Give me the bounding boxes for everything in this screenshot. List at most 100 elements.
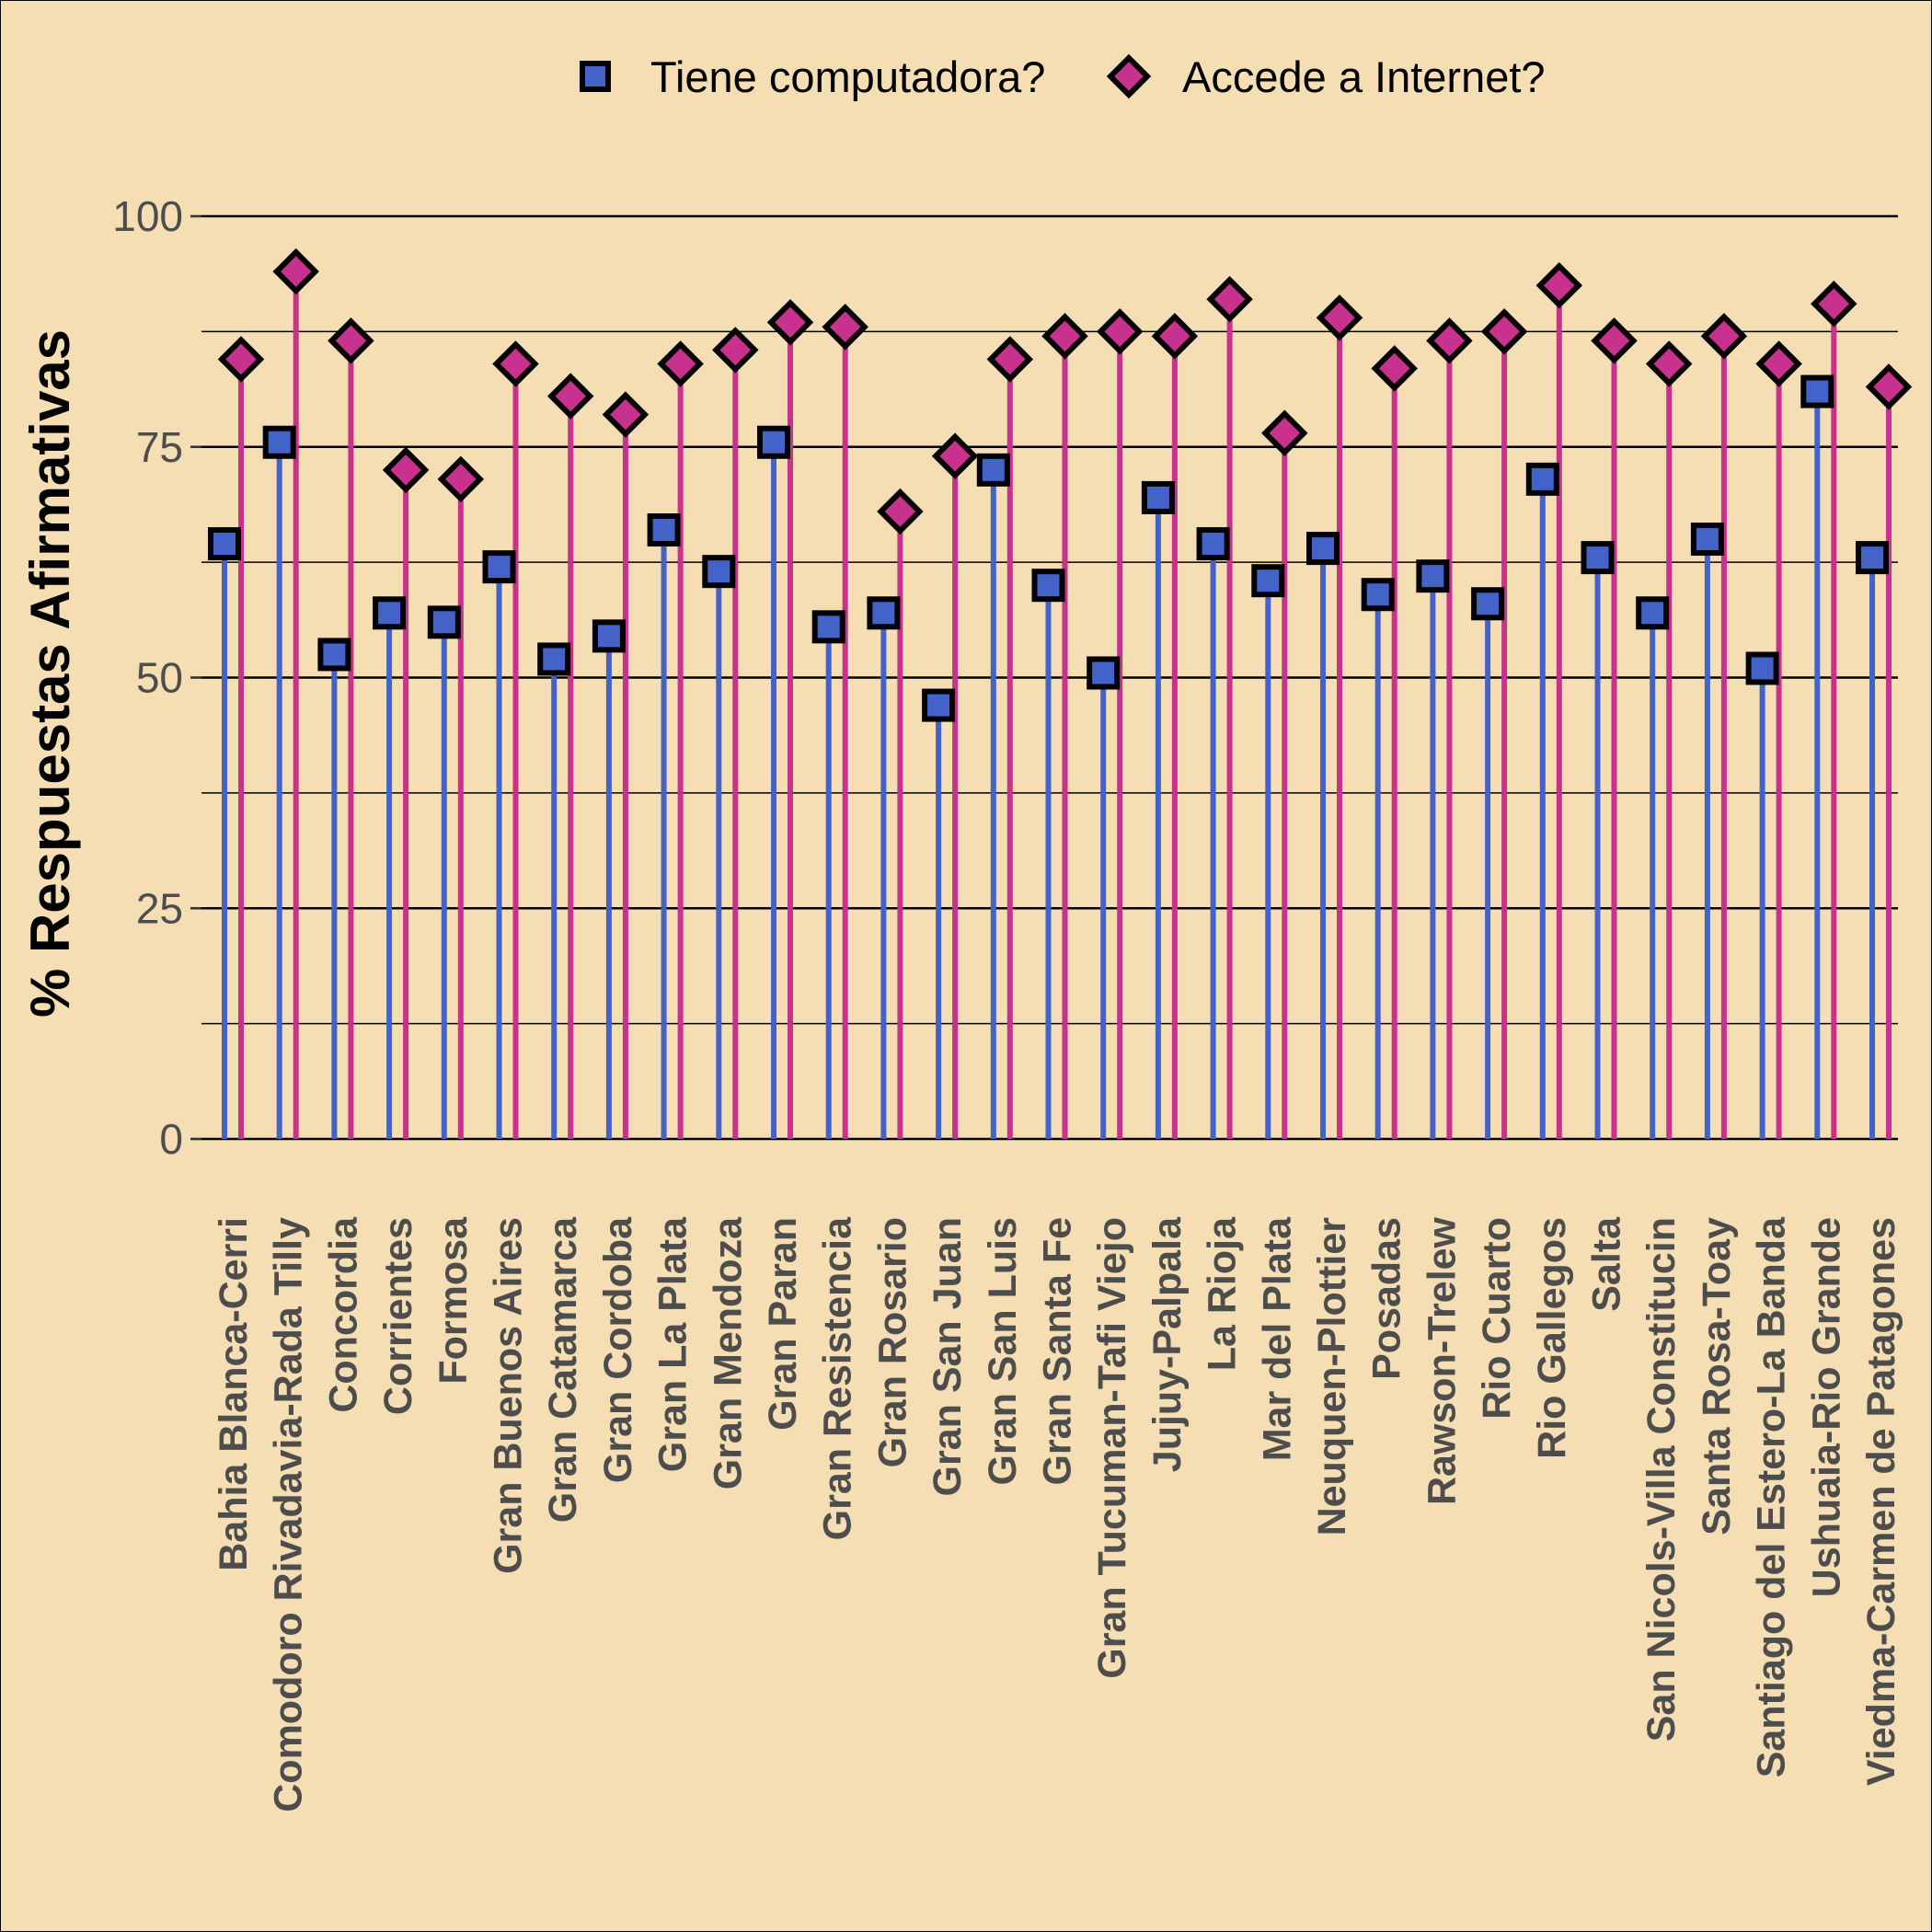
computadora-point [867,596,901,630]
internet-point [602,391,650,438]
x-category-label: Jujuy-Palpala [1145,1216,1190,1472]
y-tick-label: 100 [112,192,183,240]
x-category-label: Gran Catamarca [541,1216,585,1523]
computadora-point [1636,596,1670,630]
x-category-label: Ushuaia-Rio Grande [1804,1217,1848,1597]
internet-point [931,432,979,480]
series-stems [222,271,1892,1139]
computadora-point [262,425,296,459]
computadora-point [757,425,790,459]
internet-point [1096,308,1144,355]
computadora-point [427,605,461,639]
internet-point [1426,317,1473,364]
computadora-point [1800,374,1834,408]
internet-point [1480,308,1528,355]
internet-point [1206,276,1253,323]
computadora-point [702,555,736,589]
legend-internet-label: Accede a Internet? [1182,52,1546,101]
internet-point [822,304,868,351]
x-category-label: Gran San Luis [981,1217,1025,1486]
x-category-label: Mar del Plata [1255,1216,1299,1461]
y-axis-title: % Respuestas Afirmativas [19,329,81,1018]
computadora-point [373,596,407,630]
x-category-label: Rawson-Trelew [1420,1216,1464,1505]
internet-point [766,299,814,346]
y-axis-ticks: 0 25 50 75 100 [112,192,201,1163]
x-category-label: Rio Gallegos [1530,1217,1574,1459]
x-category-label: San Nicols-Villa Constitucin [1639,1217,1684,1742]
internet-point [437,455,485,503]
internet-point [712,327,759,374]
internet-point [1535,261,1583,309]
x-category-label: Posadas [1365,1217,1409,1380]
internet-point [1645,340,1693,387]
x-category-label: Gran Rosario [870,1217,914,1467]
x-category-label: Neuquen-Plottier [1310,1217,1354,1536]
internet-point [492,340,539,387]
x-category-label: Gran Santa Fe [1036,1217,1080,1486]
computadora-point [1306,532,1340,566]
internet-point [986,336,1034,383]
internet-point [1151,313,1199,360]
x-category-label: Gran Buenos Aires [487,1217,531,1574]
x-category-label: Comodoro Rivadavia-Rada Tilly [267,1217,311,1812]
x-category-label: Formosa [431,1216,476,1385]
internet-point [1700,313,1748,360]
x-category-label: Rio Cuarto [1475,1217,1519,1420]
y-tick-label: 50 [136,654,183,702]
computadora-point [1471,587,1505,621]
legend: Tiene computadora? Accede a Internet? [580,52,1546,101]
internet-point [1371,345,1418,392]
x-category-label: Santiago del Estero-La Banda [1750,1216,1794,1777]
computadora-point [592,619,626,653]
computadora-point [537,642,571,676]
internet-point [217,336,265,383]
internet-point [1041,313,1088,360]
x-category-label: Santa Rosa-Toay [1695,1217,1739,1535]
x-category-label: Concordia [321,1216,365,1413]
x-axis-category-labels: Bahia Blanca-Cerri Comodoro Rivadavia-Rad… [212,1216,1903,1812]
x-category-label: La Rioja [1201,1216,1245,1371]
computadora-point [1141,480,1175,514]
x-category-label: Gran Resistencia [816,1216,860,1540]
internet-point [546,373,594,420]
internet-point [272,247,319,295]
computadora-point [1087,656,1121,690]
legend-computadora-square-icon [580,61,611,92]
internet-point [657,340,704,387]
y-tick-label: 75 [136,423,183,471]
computadora-point [811,610,845,644]
series-markers [208,247,1913,722]
computadora-point [976,453,1010,487]
computadora-point [1031,569,1065,603]
x-category-label: Gran La Plata [651,1216,696,1472]
legend-internet-diamond-icon [1106,53,1152,99]
computadora-point [1251,564,1285,598]
x-category-label: Bahia Blanca-Cerri [212,1217,256,1571]
x-category-label: Viedma-Carmen de Patagones [1859,1217,1903,1786]
computadora-point [1581,541,1615,575]
computadora-point [1196,527,1230,561]
x-category-label: Corrientes [376,1217,420,1415]
x-category-label: Gran Cordoba [596,1216,640,1483]
internet-point [1591,317,1638,364]
legend-computadora-label: Tiene computadora? [650,52,1045,101]
internet-point [1316,294,1363,341]
computadora-point [317,638,351,672]
computadora-point [1525,462,1559,496]
computadora-point [208,527,241,561]
computadora-point [1416,559,1450,593]
internet-point [877,488,924,535]
internet-point [1755,340,1802,387]
y-tick-label: 25 [136,884,183,932]
computadora-point [1690,523,1724,557]
computadora-point [647,513,681,547]
computadora-point [1361,578,1395,612]
computadora-point [922,688,956,722]
x-category-label: Gran Paran [761,1217,805,1431]
internet-point [1811,281,1857,328]
x-category-label: Gran Mendoza [706,1216,750,1489]
y-tick-label: 0 [159,1115,183,1163]
